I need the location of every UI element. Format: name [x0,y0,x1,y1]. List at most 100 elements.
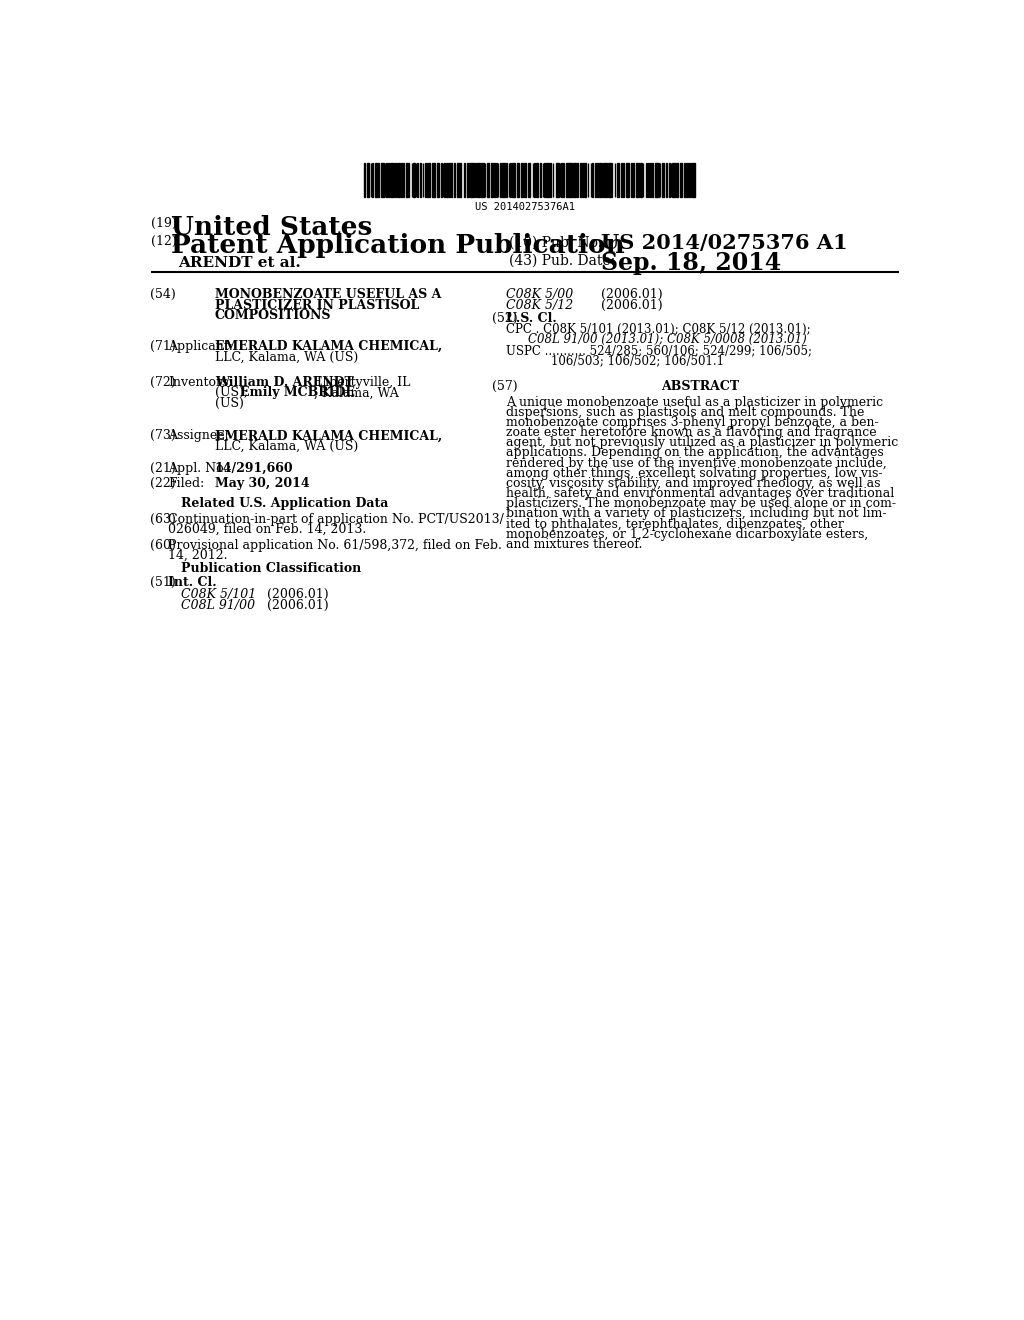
Text: (63): (63) [150,512,175,525]
Bar [585,164,586,197]
Text: C08L 91/00: C08L 91/00 [180,599,255,612]
Text: , Kalama, WA: , Kalama, WA [314,387,398,400]
Bar [427,164,430,197]
Text: monobenzoate comprises 3-phenyl propyl benzoate, a ben-: monobenzoate comprises 3-phenyl propyl b… [506,416,879,429]
Text: Int. Cl.: Int. Cl. [168,576,217,589]
Bar [604,164,607,197]
Text: (US);: (US); [215,387,252,400]
Bar [517,164,518,197]
Bar [512,164,515,197]
Bar [471,164,474,197]
Text: MONOBENZOATE USEFUL AS A: MONOBENZOATE USEFUL AS A [215,288,441,301]
Bar [437,164,438,197]
Text: and mixtures thereof.: and mixtures thereof. [506,537,643,550]
Text: (43) Pub. Date:: (43) Pub. Date: [509,253,615,268]
Text: (12): (12) [152,235,177,248]
Text: C08K 5/101: C08K 5/101 [180,589,256,601]
Text: 14, 2012.: 14, 2012. [168,549,227,562]
Text: bination with a variety of plasticizers, including but not lim-: bination with a variety of plasticizers,… [506,507,887,520]
Text: Patent Application Publication: Patent Application Publication [171,234,625,259]
Text: 106/503; 106/502; 106/501.1: 106/503; 106/502; 106/501.1 [551,354,724,367]
Bar [490,164,493,197]
Text: C08L 91/00 (2013.01); C08K 5/0008 (2013.01): C08L 91/00 (2013.01); C08K 5/0008 (2013.… [528,333,807,346]
Bar [657,164,658,197]
Bar [521,164,523,197]
Text: LLC, Kalama, WA (US): LLC, Kalama, WA (US) [215,441,358,453]
Text: COMPOSITIONS: COMPOSITIONS [215,309,332,322]
Text: plasticizers. The monobenzoate may be used alone or in com-: plasticizers. The monobenzoate may be us… [506,498,896,511]
Bar [478,164,480,197]
Bar [672,164,675,197]
Bar [690,164,691,197]
Bar [680,164,682,197]
Bar [597,164,598,197]
Text: May 30, 2014: May 30, 2014 [215,478,309,490]
Bar [414,164,415,197]
Bar [458,164,460,197]
Text: (2006.01): (2006.01) [267,599,329,612]
Bar [609,164,612,197]
Text: LLC, Kalama, WA (US): LLC, Kalama, WA (US) [215,351,358,364]
Text: cosity, viscosity stability, and improved rheology, as well as: cosity, viscosity stability, and improve… [506,477,881,490]
Text: agent, but not previously utilized as a plasticizer in polymeric: agent, but not previously utilized as a … [506,436,898,449]
Bar [390,164,391,197]
Bar [621,164,623,197]
Text: Assignee:: Assignee: [168,429,229,442]
Text: (73): (73) [150,429,175,442]
Text: (57): (57) [493,380,518,393]
Text: Appl. No.:: Appl. No.: [168,462,231,475]
Bar [407,164,410,197]
Text: (19): (19) [152,216,177,230]
Text: (2006.01): (2006.01) [601,298,663,312]
Bar [445,164,449,197]
Bar [368,164,369,197]
Bar [464,164,465,197]
Text: Emily MCBRIDE: Emily MCBRIDE [240,387,354,400]
Text: zoate ester heretofore known as a flavoring and fragrance: zoate ester heretofore known as a flavor… [506,426,877,440]
Text: among other things, excellent solvating properties, low vis-: among other things, excellent solvating … [506,467,883,479]
Bar [684,164,685,197]
Bar [692,164,695,197]
Text: , Libertyville, IL: , Libertyville, IL [309,376,411,388]
Bar [563,164,564,197]
Bar [524,164,526,197]
Text: Inventors:: Inventors: [168,376,232,388]
Bar [617,164,620,197]
Bar [375,164,377,197]
Text: Continuation-in-part of application No. PCT/US2013/: Continuation-in-part of application No. … [168,512,504,525]
Bar [550,164,551,197]
Text: (54): (54) [150,288,175,301]
Text: 14/291,660: 14/291,660 [215,462,294,475]
Text: (21): (21) [150,462,175,475]
Bar [481,164,483,197]
Bar [381,164,384,197]
Bar [633,164,634,197]
Bar [662,164,664,197]
Bar [652,164,653,197]
Bar [486,164,489,197]
Text: 026049, filed on Feb. 14, 2013.: 026049, filed on Feb. 14, 2013. [168,523,367,536]
Bar [572,164,575,197]
Bar [627,164,630,197]
Text: ited to phthalates, terephthalates, dibenzoates, other: ited to phthalates, terephthalates, dibe… [506,517,844,531]
Text: rendered by the use of the inventive monobenzoate include,: rendered by the use of the inventive mon… [506,457,887,470]
Bar [666,164,668,197]
Text: Filed:: Filed: [168,478,205,490]
Text: (51): (51) [150,576,175,589]
Text: EMERALD KALAMA CHEMICAL,: EMERALD KALAMA CHEMICAL, [215,429,442,442]
Bar [599,164,601,197]
Text: health, safety and environmental advantages over traditional: health, safety and environmental advanta… [506,487,894,500]
Text: Sep. 18, 2014: Sep. 18, 2014 [601,251,781,275]
Text: PLASTICIZER IN PLASTISOL: PLASTICIZER IN PLASTISOL [215,298,419,312]
Bar [425,164,426,197]
Text: (71): (71) [150,341,175,354]
Bar [528,164,530,197]
Text: Related U.S. Application Data: Related U.S. Application Data [180,498,388,511]
Text: CPC . C08K 5/101 (2013.01); C08K 5/12 (2013.01);: CPC . C08K 5/101 (2013.01); C08K 5/12 (2… [506,323,811,337]
Bar [646,164,647,197]
Text: US 2014/0275376 A1: US 2014/0275376 A1 [601,234,848,253]
Text: Provisional application No. 61/598,372, filed on Feb.: Provisional application No. 61/598,372, … [168,539,502,552]
Bar [494,164,496,197]
Text: C08K 5/00: C08K 5/00 [506,288,573,301]
Text: William D. ARENDT: William D. ARENDT [215,376,353,388]
